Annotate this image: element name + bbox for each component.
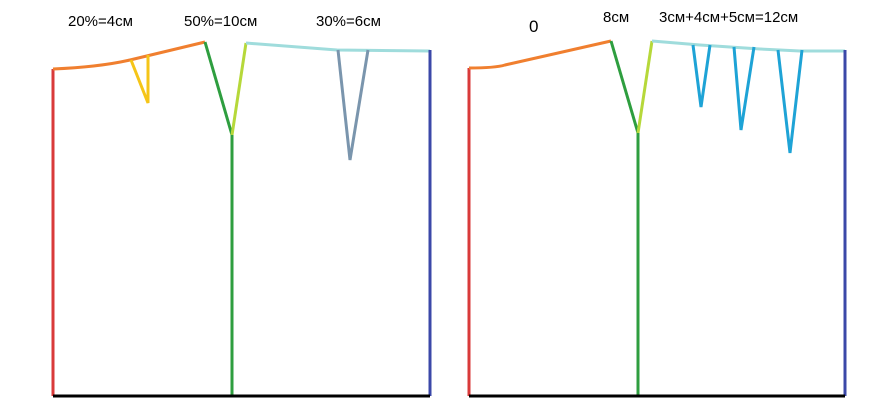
left-side-seam-back (230, 42, 248, 136)
right-back-dart-1 (691, 44, 712, 108)
right-side-seam-back (636, 40, 654, 134)
left-back-dart (336, 49, 370, 161)
left-waist-back (245, 41, 431, 53)
left-waist-front (52, 40, 206, 71)
right-waist-back (651, 39, 845, 53)
left-front-dart-label: 20%=4см (68, 13, 133, 30)
right-back-dart-2 (732, 46, 756, 131)
right-side-seam-label: 8см (603, 9, 629, 26)
left-side-seam-front (203, 41, 234, 136)
left-pattern: 20%=4см 50%=10см 30%=6см (51, 13, 432, 398)
left-side-seam-label: 50%=10см (184, 13, 257, 30)
right-waist-front (468, 39, 612, 70)
left-back-dart-label: 30%=6см (316, 13, 381, 30)
right-pattern: 0 8см 3см+4см+5см=12см (467, 9, 847, 398)
right-front-dart-label: 0 (529, 17, 538, 36)
right-back-dart-3 (776, 49, 804, 154)
left-front-dart (129, 55, 150, 104)
right-back-darts-label: 3см+4см+5см=12см (659, 9, 798, 26)
right-side-seam-front (609, 40, 640, 134)
